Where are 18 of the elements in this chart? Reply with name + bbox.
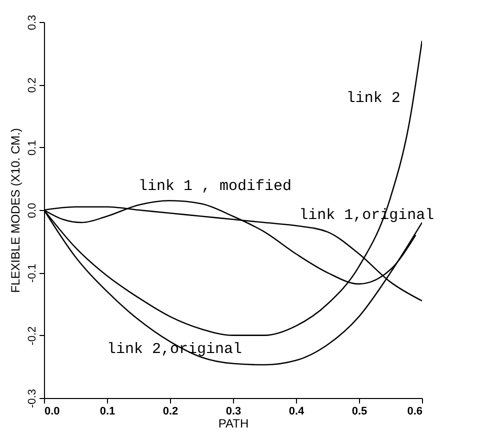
- x-tick-label: 0.4: [288, 406, 306, 418]
- x-tick-label: 0.0: [44, 406, 60, 418]
- x-tick-label: 0.3: [226, 406, 242, 418]
- x-axis-title: PATH: [218, 416, 249, 430]
- y-tick-label: 0.0: [26, 202, 38, 218]
- y-tick-label: 0.3: [26, 14, 38, 30]
- x-tick-label: 0.2: [162, 406, 178, 418]
- x-tick-label: 0.1: [100, 406, 116, 418]
- y-tick-label: 0.1: [26, 140, 38, 156]
- x-tick-label: 0.5: [352, 406, 368, 418]
- y-tick-label: -0.3: [26, 389, 38, 408]
- series-label: link 1 , modified: [138, 178, 292, 195]
- series-label: link 2: [346, 90, 400, 108]
- y-tick-label: 0.2: [26, 78, 38, 93]
- y-axis-title: FLEXIBLE MODES (X10. CM.): [8, 128, 22, 293]
- y-tick-label: -0.2: [26, 326, 38, 346]
- x-tick-label: 0.6: [407, 406, 422, 418]
- y-tick-label: -0.1: [26, 264, 38, 283]
